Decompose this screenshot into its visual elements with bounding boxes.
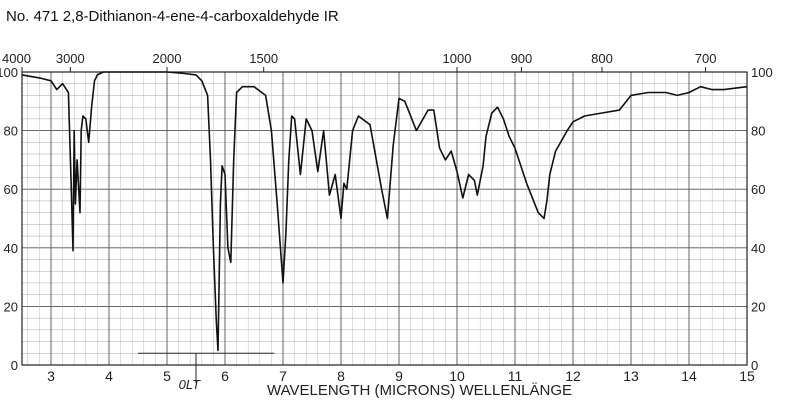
- x-tick-label: 3: [47, 368, 55, 384]
- right-y-axis: 0 20 40 60 80 100: [751, 65, 773, 373]
- y-tick-label: 40: [4, 241, 18, 256]
- y-tick-label: 20: [4, 299, 18, 314]
- left-y-axis: 0 20 40 60 80 100: [0, 65, 18, 373]
- top-tick-label: 700: [695, 51, 717, 66]
- plot-frame: [21, 71, 748, 366]
- y-tick-label-right: 80: [751, 124, 765, 139]
- x-tick-label: 13: [623, 368, 639, 384]
- top-tick-label: 1500: [249, 51, 278, 66]
- chart-title: No. 471 2,8-Dithianon-4-ene-4-carboxalde…: [6, 8, 339, 25]
- x-tick-label: 9: [395, 368, 403, 384]
- annotation-label: 0LT: [179, 377, 201, 392]
- y-tick-label: 80: [4, 124, 18, 139]
- top-tick-label: 2000: [153, 51, 182, 66]
- x-tick-label: 10: [449, 368, 465, 384]
- x-tick-label: 6: [221, 368, 229, 384]
- x-tick-label: 12: [565, 368, 581, 384]
- x-tick-label: 14: [681, 368, 697, 384]
- top-tick-label: 3000: [56, 51, 85, 66]
- spectrum-line: [21, 71, 748, 352]
- y-tick-label-right: 0: [751, 358, 758, 373]
- top-tick-label: 900: [511, 51, 533, 66]
- x-axis-label: WAVELENGTH (MICRONS) WELLENLÄNGE: [267, 382, 572, 399]
- x-tick-label: 11: [508, 368, 523, 384]
- x-tick-label: 15: [739, 368, 755, 384]
- top-wavenumber-axis: 4000 3000 2000 1500 1000 900 800 700: [2, 51, 716, 72]
- top-tick-label: 4000: [2, 51, 31, 66]
- series-layer: [21, 71, 748, 352]
- top-tick-label: 800: [591, 51, 613, 66]
- bottom-x-axis: 3 4 5 6 7 8 9 10 11 12 13 14 15: [47, 368, 755, 384]
- y-tick-label-right: 60: [751, 182, 765, 197]
- x-tick-label: 5: [163, 368, 171, 384]
- grid: [22, 71, 748, 366]
- x-tick-label: 7: [279, 368, 287, 384]
- y-tick-label: 60: [4, 182, 18, 197]
- y-tick-label-right: 100: [751, 65, 773, 80]
- top-tick-label: 1000: [443, 51, 472, 66]
- x-tick-label: 8: [337, 368, 345, 384]
- y-tick-label: 100: [0, 65, 18, 80]
- x-tick-label: 4: [105, 368, 113, 384]
- y-tick-label-right: 20: [751, 299, 765, 314]
- y-tick-label: 0: [11, 358, 18, 373]
- y-tick-label-right: 40: [751, 241, 765, 256]
